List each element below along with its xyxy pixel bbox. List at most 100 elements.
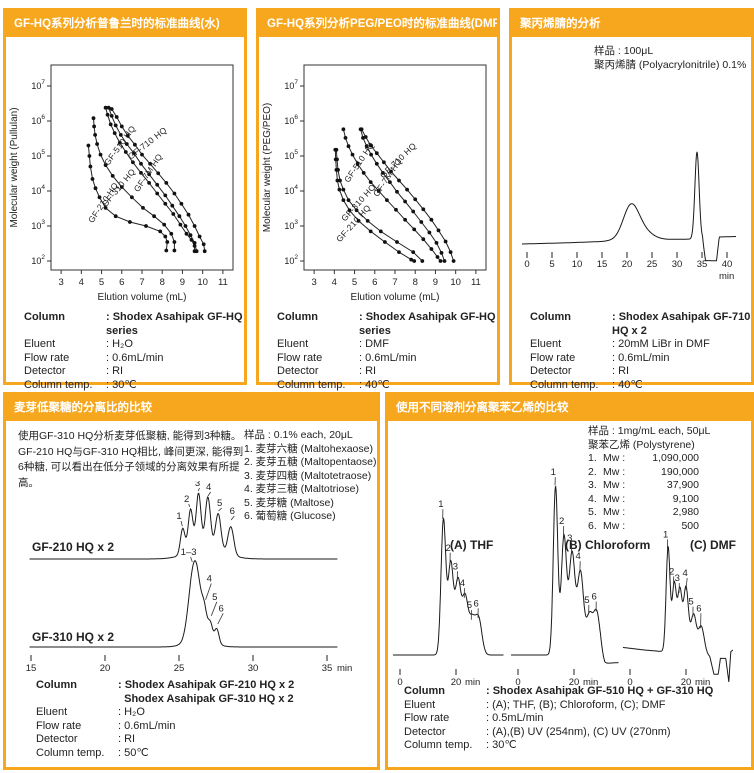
y-tick-label: 103 [284,219,298,231]
chromatogram-malto: 1 2 3 4 5 6 1–3 4 5 6 15 20 25 30 35 min [6,481,377,681]
subchart-title-thf: (A) THF [450,538,494,552]
data-point [97,195,102,200]
data-point [395,240,399,244]
x-tick-label: 9 [180,277,185,288]
data-point [147,181,152,185]
data-point [108,122,113,127]
data-point [420,259,425,263]
axis-tick-label: 5 [549,259,554,270]
sample-line: 6. 葡萄糖 (Glucose) [244,510,336,522]
description-paragraph: 使用GF-310 HQ分析麦芽低聚糖, 能得到3种糖。 GF-210 HQ与GF… [18,430,244,489]
peak-pointer-line [217,613,224,625]
data-point [156,171,161,176]
data-point [365,219,370,223]
axis-tick-label: 20 [451,677,462,688]
data-point [439,251,444,255]
sample-line: 样品 : 100μL [594,45,654,57]
data-point [162,222,167,227]
data-point [171,212,176,216]
series-line [108,107,198,252]
data-point [368,180,373,185]
chromatogram-chloroform: 1 2 3 4 5 6 0 20 min [508,465,624,695]
peak-number-label: 5 [688,597,693,608]
sample-annotation: 样品 : 1mg/mL each, 50μL 聚苯乙烯 (Polystyrene) [588,425,710,452]
axis-tick-label: 35 [697,259,708,270]
data-point [201,242,206,247]
data-point [188,233,193,238]
panel-title-polystyrene: 使用不同溶剂分离聚苯乙烯的比较 [388,395,751,421]
x-tick-label: 10 [197,277,208,288]
info-row: Column: Shodex Asahipak GF-510 HQ + GF-3… [404,685,714,697]
data-point [155,191,160,196]
data-point [381,171,385,175]
x-tick-label: 10 [450,277,461,288]
data-point [435,255,440,259]
x-tick-label: 8 [160,277,165,288]
panel-calibration-water: GF-HQ系列分析普鲁兰时的标准曲线(水) 102 103 104 105 106 107… [3,8,247,391]
peak-pointer-line [685,577,688,590]
data-point [109,107,114,111]
data-point [119,124,124,129]
info-row: Column: Shodex Asahipak GF-710 HQ x 2 [530,311,751,337]
peak-pointer-line [210,601,218,617]
series-line [334,149,415,262]
info-row: Flow rate: 0.5mL/min [404,712,544,725]
data-point [448,250,453,255]
y-tick-label: 102 [284,254,298,266]
calibration-chart-water: 102 103 104 105 106 107 3 4 5 6 7 8 9 10 11 Elution vol… [6,37,244,309]
data-point [192,224,197,228]
data-point [341,198,346,203]
x-tick-label: 3 [311,277,316,288]
peak-number-label: 2 [184,494,189,505]
axis-tick-label: 35 [322,663,333,674]
peak-pointer-line [197,487,200,492]
data-point [163,234,168,239]
data-point [119,185,124,189]
peak-number-label: 5 [584,595,589,606]
data-point [434,241,439,245]
peak-number-label: 6 [219,603,224,614]
mw-row: 2. Mw :190,000 [588,465,699,478]
info-row: Eluent: 20mM LiBr in DMF [530,338,710,351]
panel-maltooligosaccharide: 麦芽低聚糖的分离比的比较 使用GF-310 HQ分析麦芽低聚糖, 能得到3种糖。… [3,392,380,770]
data-point [124,142,129,146]
data-point [350,152,355,157]
data-point [133,142,137,147]
data-point [92,124,96,129]
data-point [412,227,417,232]
data-point [202,249,207,254]
column-info-block: Column: Shodex Asahipak GF-210 HQ x 2 Sh… [36,679,294,761]
data-point [383,240,387,244]
data-point [442,259,447,263]
mw-row: 5. Mw :2,980 [588,506,699,518]
data-point [103,206,108,210]
data-point [125,133,130,138]
peak-number-label: 1 [438,499,443,510]
y-tick-label: 107 [31,79,45,91]
calibration-svg: 102 103 104 105 106 107 3 4 5 6 7 8 9 10 11 Elution vol… [9,64,234,303]
axis-tick-label: 20 [569,677,580,688]
info-row: Column temp.: 30℃ [24,378,137,391]
data-point [343,136,348,140]
info-row: Flow rate: 0.6mL/min [24,351,164,364]
data-point [87,154,92,158]
x-tick-label: 5 [99,277,104,288]
x-axis-label: Elution volume (mL) [98,292,187,303]
chromatogram-trace [622,545,734,682]
y-tick-label: 102 [31,254,45,266]
axis-tick-label: 20 [622,259,633,270]
x-tick-label: 6 [119,277,124,288]
data-point [163,201,168,206]
data-point [347,208,352,213]
data-point [429,217,434,222]
data-point [139,171,143,175]
data-point [165,240,170,244]
axis-tick-label: 0 [627,677,632,688]
peak-number-label: 2 [669,566,674,577]
data-point [93,133,97,137]
sample-line: 聚丙烯腈 (Polyacrylonitrile) 0.1% [594,58,747,71]
data-point [341,127,346,132]
